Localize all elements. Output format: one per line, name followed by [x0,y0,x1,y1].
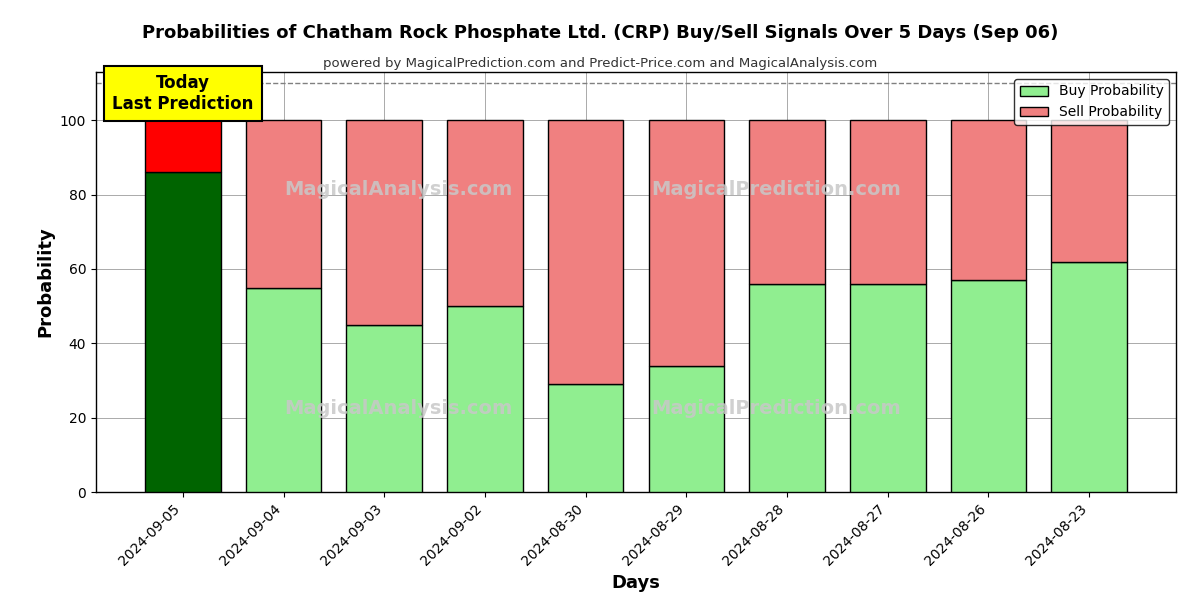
Text: Today
Last Prediction: Today Last Prediction [112,74,253,113]
Text: MagicalPrediction.com: MagicalPrediction.com [652,398,901,418]
Bar [548,384,624,492]
Legend: Buy Probability, Sell Probability: Buy Probability, Sell Probability [1014,79,1169,125]
Bar [648,121,724,365]
Bar [448,306,523,492]
Bar [1051,121,1127,262]
Bar [548,121,624,384]
Bar [749,121,824,284]
Bar [246,121,322,287]
X-axis label: Days: Days [612,574,660,592]
Bar [1051,262,1127,492]
Bar [850,284,925,492]
Y-axis label: Probability: Probability [36,227,54,337]
Text: MagicalAnalysis.com: MagicalAnalysis.com [284,398,512,418]
Bar [145,121,221,172]
Bar [850,121,925,284]
Text: MagicalPrediction.com: MagicalPrediction.com [652,180,901,199]
Bar [347,121,422,325]
Bar [347,325,422,492]
Bar [950,121,1026,280]
Bar [246,287,322,492]
Bar [448,121,523,306]
Bar [950,280,1026,492]
Bar [648,365,724,492]
Text: MagicalAnalysis.com: MagicalAnalysis.com [284,180,512,199]
Text: Probabilities of Chatham Rock Phosphate Ltd. (CRP) Buy/Sell Signals Over 5 Days : Probabilities of Chatham Rock Phosphate … [142,24,1058,42]
Text: powered by MagicalPrediction.com and Predict-Price.com and MagicalAnalysis.com: powered by MagicalPrediction.com and Pre… [323,57,877,70]
Bar [145,172,221,492]
Bar [749,284,824,492]
